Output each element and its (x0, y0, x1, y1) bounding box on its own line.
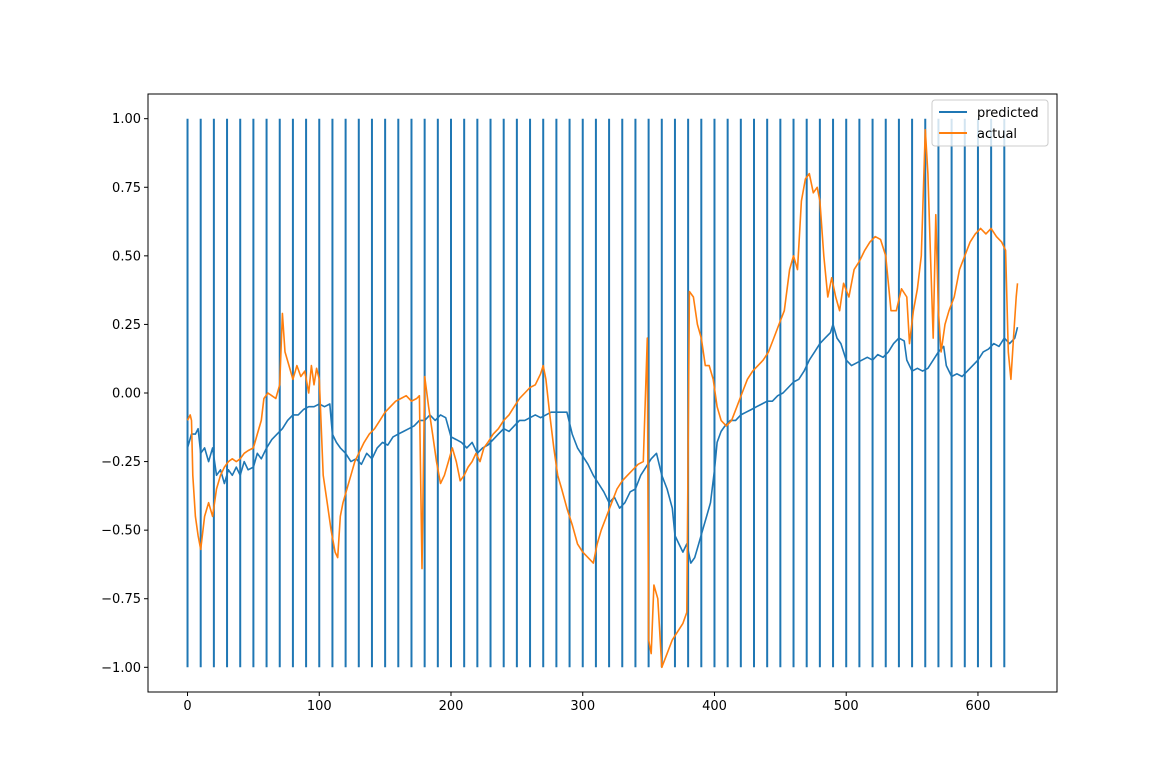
legend: predicted actual (931, 99, 1049, 147)
y-tick-label: 1.00 (112, 112, 141, 127)
y-tick-label: 0.25 (112, 318, 141, 333)
y-axis-ticks: 1.00 0.75 0.50 0.25 0.00 −0.25 −0.50 −0.75 −1.00 (101, 112, 148, 676)
x-tick-label: 500 (834, 699, 859, 714)
x-tick-label: 400 (702, 699, 727, 714)
x-axis-ticks: 0 100 200 300 400 500 600 (183, 692, 990, 714)
y-tick-label: −1.00 (101, 661, 141, 676)
x-tick-label: 300 (570, 699, 595, 714)
series-line-predicted (186, 323, 1019, 564)
x-tick-label: 200 (439, 699, 464, 714)
y-tick-label: −0.75 (101, 592, 141, 607)
series-line-actual (186, 128, 1019, 669)
y-tick-label: 0.00 (112, 387, 141, 402)
series-lines (186, 128, 1019, 669)
legend-label-predicted: predicted (977, 106, 1039, 121)
x-tick-label: 100 (307, 699, 332, 714)
y-tick-label: −0.25 (101, 455, 141, 470)
legend-label-actual: actual (977, 127, 1017, 142)
y-tick-label: 0.75 (112, 181, 141, 196)
y-tick-label: −0.50 (101, 524, 141, 539)
x-tick-label: 0 (183, 699, 191, 714)
x-tick-label: 600 (966, 699, 991, 714)
y-tick-label: 0.50 (112, 249, 141, 264)
